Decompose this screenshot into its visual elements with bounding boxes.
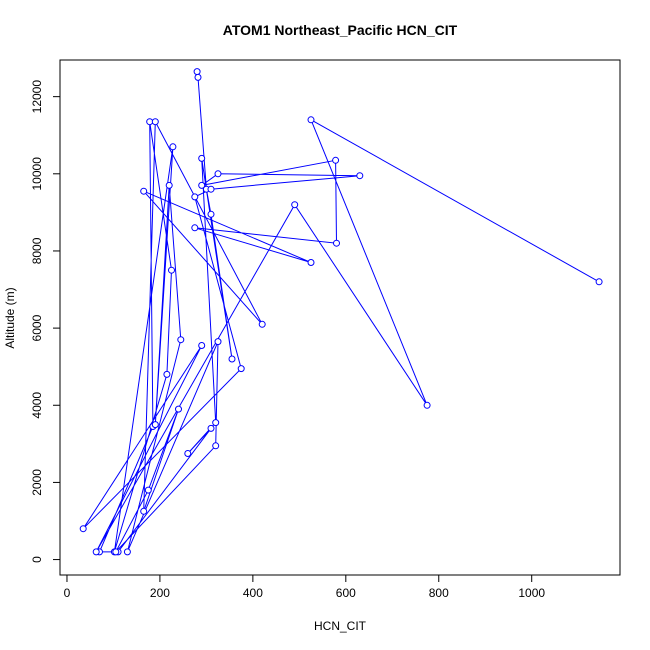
x-axis: 0 200 400 600 800 1000 [64, 574, 545, 600]
data-point [163, 370, 171, 378]
data-point [92, 548, 100, 556]
data-point [191, 224, 199, 232]
x-tick-label: 800 [429, 586, 449, 600]
data-point [168, 266, 175, 274]
data-point [333, 239, 340, 247]
data-point [307, 259, 315, 266]
data-point [193, 68, 201, 76]
x-tick-label: 400 [243, 586, 263, 600]
data-point [214, 170, 222, 178]
data-point [151, 421, 159, 429]
data-point [212, 419, 220, 427]
series-layer [82, 71, 600, 553]
data-point [175, 405, 182, 413]
data-point [177, 336, 185, 344]
data-point [112, 548, 120, 556]
data-point [151, 118, 159, 126]
data-point [291, 201, 299, 209]
data-point [191, 193, 199, 201]
data-point [214, 338, 222, 346]
data-point [198, 154, 206, 162]
data-point [140, 187, 148, 195]
data-point [237, 365, 245, 373]
data-point [332, 156, 340, 164]
data-point [228, 355, 236, 363]
y-tick-label: 6000 [30, 314, 44, 341]
data-point [194, 73, 202, 81]
series-line [82, 71, 600, 553]
data-point [184, 450, 192, 457]
points-layer [79, 68, 603, 556]
data-point [595, 278, 603, 286]
x-tick-label: 200 [150, 586, 170, 600]
y-tick-label: 4000 [30, 392, 44, 419]
data-point [165, 181, 173, 189]
x-tick-label: 600 [336, 586, 356, 600]
y-tick-label: 12000 [30, 80, 44, 114]
data-point [144, 486, 152, 494]
x-axis-label: HCN_CIT [314, 619, 367, 633]
data-point [423, 401, 431, 409]
data-point [207, 185, 215, 193]
data-point [79, 525, 87, 533]
x-tick-label: 1000 [518, 586, 545, 600]
y-tick-label: 10000 [30, 157, 44, 191]
data-point [356, 172, 364, 180]
data-point [207, 210, 215, 218]
y-axis-label: Altitude (m) [3, 287, 17, 348]
data-point [198, 181, 206, 189]
data-point [207, 424, 215, 432]
data-point [212, 442, 220, 450]
y-axis: 0 2000 4000 6000 8000 10000 12000 [30, 80, 61, 563]
data-point [307, 116, 315, 124]
chart-title: ATOM1 Northeast_Pacific HCN_CIT [223, 22, 458, 38]
data-point [198, 342, 206, 349]
data-point [123, 548, 131, 556]
data-point [140, 507, 148, 515]
x-tick-label: 0 [64, 586, 71, 600]
y-tick-label: 8000 [30, 237, 44, 264]
data-point [258, 320, 266, 328]
y-tick-label: 0 [30, 556, 44, 563]
data-point [169, 143, 177, 151]
y-tick-label: 2000 [30, 469, 44, 496]
